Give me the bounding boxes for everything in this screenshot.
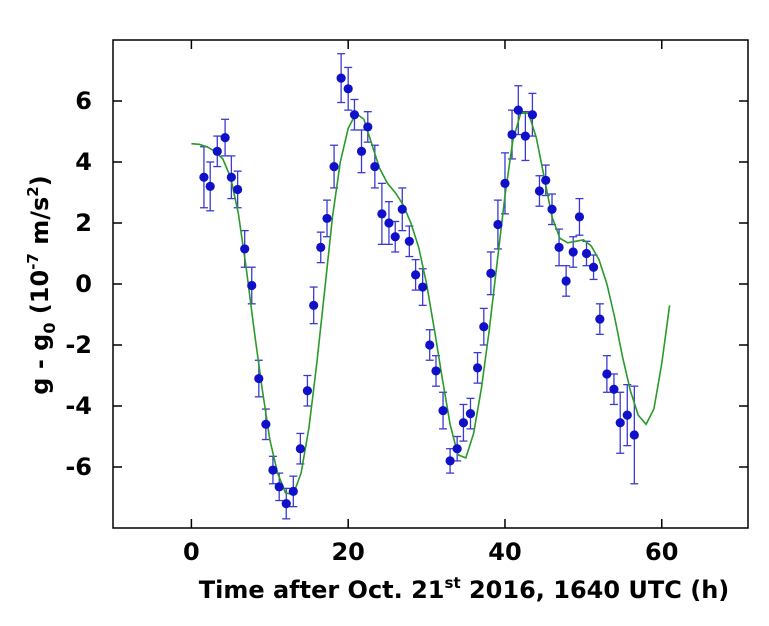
data-point <box>534 186 545 196</box>
data-point <box>568 247 578 257</box>
data-point <box>247 280 257 291</box>
data-point <box>288 486 298 496</box>
data-point <box>554 242 564 252</box>
data-point <box>336 73 346 83</box>
data-point <box>397 204 407 214</box>
data-point <box>316 242 326 252</box>
data-point <box>438 405 448 416</box>
data-point <box>486 268 496 278</box>
data-point <box>302 386 313 396</box>
data-point <box>527 110 538 120</box>
x-tick-label: 20 <box>331 538 364 566</box>
data-point <box>384 218 394 228</box>
data-point <box>199 172 209 182</box>
y-tick-label: -6 <box>65 453 92 481</box>
data-point <box>205 181 215 191</box>
data-point <box>329 161 339 172</box>
y-tick-label: -2 <box>65 331 92 359</box>
data-point <box>274 482 284 492</box>
data-point <box>615 418 625 428</box>
y-tick-label: 4 <box>75 148 92 176</box>
data-point <box>595 314 605 324</box>
data-point <box>622 410 632 420</box>
y-axis-title-superscript2: 2 <box>24 186 42 196</box>
x-axis-title: Time after Oct. 21st 2016, 1640 UTC (h) <box>199 574 730 604</box>
data-point <box>445 456 455 466</box>
data-point <box>629 430 639 440</box>
data-point <box>581 248 592 259</box>
data-point <box>233 184 243 195</box>
y-axis-title-superscript1: -7 <box>24 253 42 270</box>
data-point <box>458 418 469 428</box>
y-axis-title-subscript: 0 <box>40 323 59 334</box>
x-axis-title-prefix: Time after Oct. 21 <box>199 576 445 604</box>
y-axis-title-part4: ) <box>26 175 54 186</box>
data-point <box>411 270 421 280</box>
data-point <box>281 499 291 509</box>
data-point <box>588 262 599 272</box>
data-point <box>370 161 380 172</box>
y-tick-label: 0 <box>75 270 92 298</box>
data-point <box>240 244 250 254</box>
data-point <box>507 129 517 140</box>
y-axis-title: g - g0 (10-7 m/s2) <box>24 175 59 394</box>
data-point <box>452 444 462 454</box>
data-point <box>547 204 557 214</box>
data-point <box>295 444 305 454</box>
data-point <box>309 300 319 310</box>
data-point <box>261 419 271 429</box>
y-axis-title-part3: m/s <box>26 197 54 253</box>
data-point <box>377 209 387 219</box>
data-point <box>363 122 373 132</box>
data-point <box>513 105 523 115</box>
data-point <box>349 110 360 120</box>
x-axis-title-suffix: 2016, 1640 UTC (h) <box>461 576 730 604</box>
y-tick-label: -4 <box>65 392 92 420</box>
y-tick-label: 2 <box>75 209 92 237</box>
data-point <box>431 366 441 376</box>
data-point <box>220 133 230 143</box>
data-point <box>609 384 619 394</box>
plot-frame <box>112 39 749 529</box>
data-point <box>465 409 476 419</box>
data-point <box>561 276 571 286</box>
data-point <box>254 373 264 384</box>
y-axis-title-part2: (10 <box>26 270 54 323</box>
x-tick-label: 40 <box>488 538 521 566</box>
data-point <box>212 146 222 156</box>
data-point <box>226 172 236 182</box>
data-point <box>541 175 551 185</box>
data-point <box>520 131 530 141</box>
data-point <box>390 232 400 242</box>
x-tick-label: 0 <box>183 538 200 566</box>
y-tick-label: 6 <box>75 87 92 115</box>
data-point <box>418 282 428 292</box>
fit-curve <box>191 111 671 496</box>
data-point <box>425 340 435 350</box>
data-point <box>343 84 353 94</box>
x-axis-title-superscript: st <box>445 574 461 592</box>
data-point <box>472 363 483 373</box>
y-axis-title-part1: g - g <box>26 334 54 395</box>
data-point <box>479 322 489 332</box>
data-point <box>602 369 612 379</box>
data-point <box>493 219 503 230</box>
data-point <box>500 178 510 188</box>
x-tick-label: 60 <box>645 538 678 566</box>
data-point <box>356 146 367 156</box>
data-point <box>322 213 332 224</box>
data-point <box>268 465 278 475</box>
data-point <box>404 236 414 246</box>
data-point <box>574 212 585 222</box>
plot-area <box>191 53 671 520</box>
